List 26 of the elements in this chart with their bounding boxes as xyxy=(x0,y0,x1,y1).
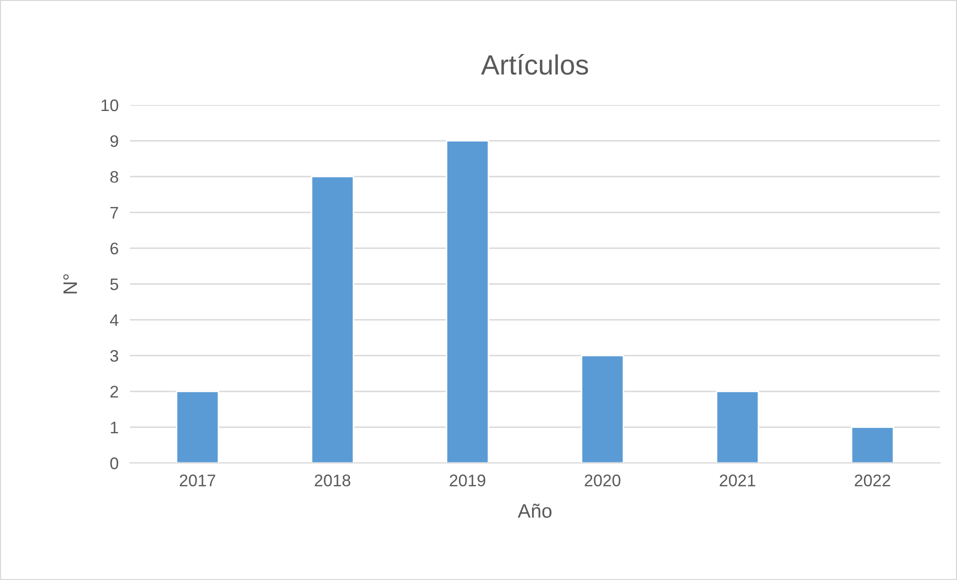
x-tick-label: 2021 xyxy=(720,474,756,486)
y-tick-label: 6 xyxy=(110,242,118,254)
bar xyxy=(850,426,894,463)
y-tick-label: 1 xyxy=(110,422,118,434)
y-tick-label: 10 xyxy=(102,99,118,112)
y-tick-label: 3 xyxy=(110,350,118,362)
x-tick-label: 2017 xyxy=(180,474,216,486)
x-axis-title: Año xyxy=(518,504,552,518)
x-tick-label: 2020 xyxy=(584,474,620,486)
bar xyxy=(716,390,760,463)
x-tick-label: 2018 xyxy=(314,474,350,486)
x-tick-label: 2022 xyxy=(854,474,890,486)
bar xyxy=(310,176,354,463)
y-tick-label: 9 xyxy=(110,135,118,148)
y-axis-title: N° xyxy=(63,274,77,294)
y-tick-label: 8 xyxy=(110,171,118,183)
bar xyxy=(580,354,624,463)
x-tick-label: 2019 xyxy=(450,474,486,486)
y-tick-label: 5 xyxy=(110,278,118,290)
y-tick-label: 7 xyxy=(110,206,118,218)
y-tick-label: 4 xyxy=(110,314,118,326)
chart-title: Artículos xyxy=(481,54,588,75)
bar xyxy=(176,390,220,463)
y-tick-label: 0 xyxy=(110,457,118,470)
bar xyxy=(446,140,490,463)
y-tick-label: 2 xyxy=(110,386,118,398)
